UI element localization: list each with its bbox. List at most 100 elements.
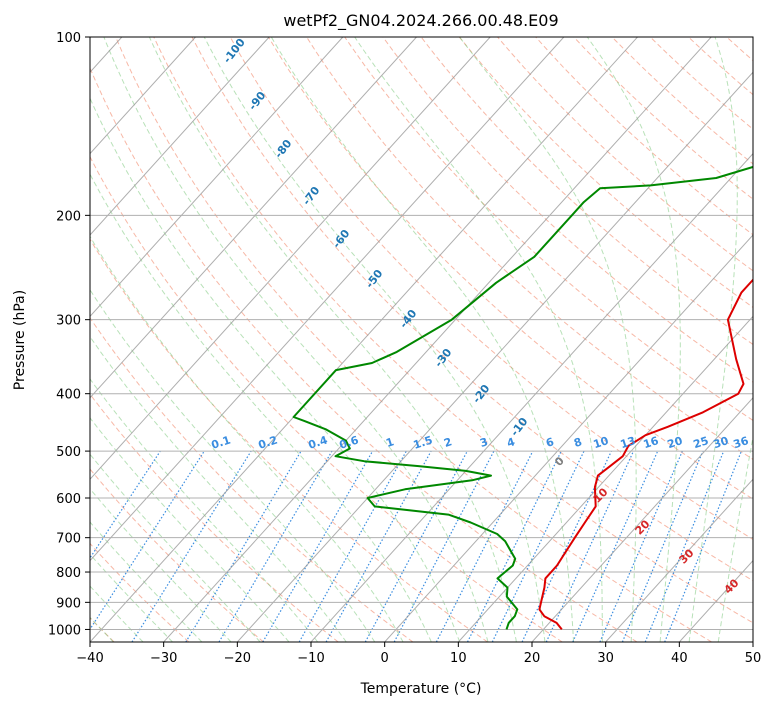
isotherm-line [605, 478, 753, 642]
mixing-ratio-line [90, 450, 205, 631]
isotherm-line [90, 37, 638, 642]
mixing-ratio-label: 8 [572, 435, 583, 450]
mixing-ratio-label: 13 [619, 434, 638, 451]
mixing-ratio-line [435, 450, 534, 642]
y-tick-label: 1000 [48, 623, 81, 638]
isotherm-line [310, 152, 753, 642]
mixing-ratio-label: 25 [692, 434, 711, 451]
x-tick-label: −10 [297, 651, 324, 666]
dewpoint-profile-line [292, 165, 753, 630]
dry-adiabat-line [90, 316, 414, 642]
mixing-ratio-line [466, 450, 562, 642]
mixing-ratio-label: 36 [732, 434, 751, 451]
moist-adiabat-line [90, 288, 376, 642]
moist-adiabat-line [586, 37, 681, 642]
x-tick-label: 50 [745, 651, 762, 666]
x-tick-label: −40 [76, 651, 103, 666]
mixing-ratio-label: 10 [592, 434, 611, 451]
mixing-ratio-line [298, 450, 407, 642]
dry-adiabat-line [90, 238, 488, 642]
mixing-ratio-line [131, 450, 252, 642]
mixing-ratio-label: 6 [544, 435, 556, 450]
plot-content [90, 37, 753, 642]
y-tick-label: 100 [56, 31, 81, 46]
mixing-ratio-label: 0.1 [210, 433, 233, 451]
isotherm-line [90, 37, 196, 155]
mixing-ratio-line [393, 450, 495, 642]
mixing-ratio-line [325, 450, 432, 642]
dry-adiabat-line [191, 37, 753, 582]
moist-adiabat-line [203, 37, 546, 642]
temperature-profile-line [538, 278, 753, 631]
plot-frame [89, 36, 754, 643]
y-tick-label: 200 [56, 209, 81, 224]
mixing-ratio-label: 30 [712, 434, 731, 451]
mixing-ratio-line [90, 450, 161, 560]
dry-adiabat-line [535, 37, 753, 236]
dry-adiabat-line [115, 37, 712, 642]
mixing-ratio-label: 0.4 [307, 433, 330, 451]
x-tick-label: −30 [150, 651, 177, 666]
moist-adiabat-line [90, 235, 404, 642]
mixing-ratio-line [644, 450, 725, 642]
dry-adiabat-line [267, 37, 753, 500]
dry-adiabat-line [344, 37, 753, 421]
moist-adiabat-line [458, 37, 637, 642]
moist-adiabat-line [90, 488, 232, 642]
dry-adiabat-line [153, 37, 753, 624]
mixing-ratio-line [664, 450, 742, 642]
y-tick-label: 700 [56, 532, 81, 547]
isotherm-line [90, 37, 417, 399]
plot-area: -100-90-80-70-60-50-40-30-20-100.1 0.2 0.4… [90, 36, 753, 642]
mixing-ratio-label: 1.5 [412, 433, 435, 451]
y-tick-label: 300 [56, 314, 81, 329]
y-tick-label: 800 [56, 566, 81, 581]
moist-adiabat-line [90, 585, 144, 642]
x-tick-label: −20 [224, 651, 251, 666]
moist-adiabat-line [90, 416, 290, 642]
moist-adiabat-line [90, 453, 261, 642]
isotherm-line [531, 397, 753, 642]
moist-adiabat-line [90, 335, 347, 642]
mixing-ratio-line [491, 450, 585, 642]
y-tick-label: 600 [56, 492, 81, 507]
axes: −40 −30 −20 −10 0 10 20 30 40 5010020030040050060… [48, 31, 761, 666]
x-tick-label: 40 [671, 651, 688, 666]
x-tick-label: 0 [381, 651, 389, 666]
dry-adiabat-line [458, 37, 753, 309]
dry-adiabat-line [90, 468, 264, 642]
moist-adiabat-line [148, 37, 517, 642]
y-axis-label: Pressure (hPa) [12, 290, 28, 390]
dry-adiabat-line [90, 393, 339, 642]
isotherm-line [236, 71, 753, 642]
mixing-ratio-label: 1 [384, 435, 395, 450]
dry-adiabat-line [90, 155, 563, 642]
mixing-ratio-label: 2 [442, 435, 453, 450]
mixing-ratio-line [621, 450, 704, 642]
isotherm-line [90, 37, 565, 562]
mixing-ratio-line [364, 450, 468, 642]
isotherm-line [384, 234, 753, 642]
moist-adiabat-line [90, 378, 319, 642]
x-tick-label: 20 [524, 651, 541, 666]
mixing-ratio-label: 3 [478, 435, 489, 450]
y-tick-label: 500 [56, 445, 81, 460]
chart-title: wetPf2_GN04.2024.266.00.48.E09 [283, 11, 558, 31]
moist-adiabat-line [717, 434, 753, 642]
x-tick-label: 10 [450, 651, 467, 666]
dry-adiabat-line [420, 37, 753, 346]
mixing-ratio-label: 0.6 [338, 433, 361, 451]
dry-adiabat-line [306, 37, 753, 460]
isotherm-line [163, 37, 712, 642]
mixing-ratio-label: 0.2 [257, 433, 280, 451]
x-axis-label: Temperature (°C) [360, 681, 482, 697]
moist-adiabat-line [354, 37, 603, 642]
isotherm-line [90, 37, 270, 236]
mixing-ratio-label: 20 [666, 434, 685, 451]
moist-adiabat-line [90, 553, 173, 642]
isotherm-line [90, 37, 344, 318]
isotherm-line [90, 37, 491, 480]
moist-adiabat-line [90, 173, 432, 642]
mixing-ratio-label: 16 [642, 434, 661, 451]
